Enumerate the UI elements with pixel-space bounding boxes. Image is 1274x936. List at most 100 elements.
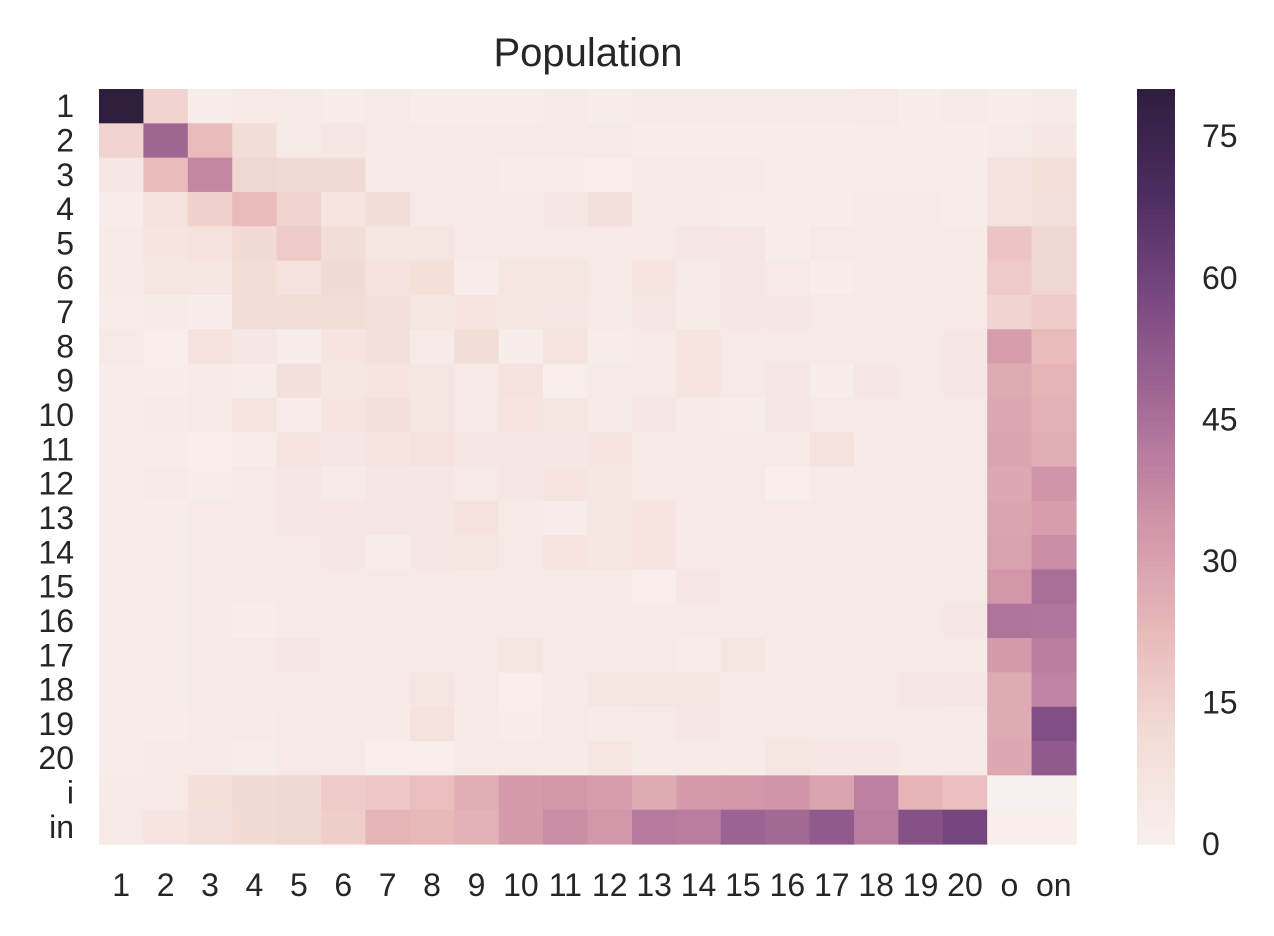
heatmap-cell-19-17 [809,706,855,742]
heatmap-cell-7-8 [409,294,455,330]
heatmap-cell-20-18 [853,741,899,776]
colorbar-segment [1137,837,1175,845]
heatmap-cell-i-13 [631,775,677,811]
colorbar-segment [1137,189,1175,197]
colorbar-segment [1137,271,1175,279]
heatmap-cell-5-1 [99,226,145,262]
heatmap-cell-10-17 [809,397,855,433]
colorbar-tick-label: 30 [1202,543,1238,579]
chart-title: Population [493,31,682,75]
x-tick-label: 10 [503,867,539,903]
heatmap-cell-12-20 [942,466,988,502]
heatmap-cell-16-6 [321,603,367,639]
heatmap-cell-8-4 [232,329,278,365]
y-tick-label: 17 [38,637,74,673]
heatmap-cell-17-3 [187,638,233,674]
heatmap-cell-10-4 [232,397,278,433]
heatmap-cell-14-19 [898,535,944,571]
colorbar-segment [1137,554,1175,562]
heatmap-cell-11-11 [543,432,589,468]
heatmap-cell-15-18 [853,569,899,605]
x-tick-label: 7 [379,867,397,903]
heatmap-cell-5-2 [143,226,189,262]
heatmap-cell-16-9 [454,603,500,639]
colorbar-segment [1137,170,1175,178]
x-tick-label: 11 [549,867,582,903]
heatmap-cell-10-2 [143,397,189,433]
colorbar-segment [1137,334,1175,342]
colorbar-segment [1137,328,1175,335]
heatmap-cell-11-1 [99,432,145,468]
heatmap-cell-9-16 [765,363,811,399]
heatmap-cell-2-4 [232,123,278,159]
heatmap-cell-6-7 [365,260,411,296]
heatmap-cell-11-2 [143,432,189,468]
heatmap-cell-10-16 [765,397,811,433]
heatmap-cell-4-5 [276,191,322,227]
heatmap-cell-13-2 [143,500,189,536]
y-tick-label: in [49,809,74,845]
heatmap-cell-9-20 [942,363,988,399]
heatmap-cell-5-15 [720,226,766,262]
heatmap-cell-8-12 [587,329,633,365]
heatmap-cell-17-16 [765,638,811,674]
heatmap-cell-3-on [1031,157,1077,193]
heatmap-cell-18-7 [365,672,411,708]
heatmap-cell-17-12 [587,638,633,674]
colorbar-segment [1137,592,1175,600]
heatmap-cell-9-6 [321,363,367,399]
heatmap-cell-i-3 [187,775,233,811]
heatmap-cell-12-4 [232,466,278,502]
heatmap-cell-12-8 [409,466,455,502]
heatmap-cell-8-2 [143,329,189,365]
colorbar-segment [1137,743,1175,751]
heatmap-cell-19-10 [498,706,544,742]
heatmap-cell-18-3 [187,672,233,708]
heatmap-cell-in-12 [587,809,633,845]
colorbar-segment [1137,787,1175,795]
heatmap-cell-2-7 [365,123,411,159]
heatmap-cell-16-12 [587,603,633,639]
heatmap-cell-8-15 [720,329,766,365]
colorbar-segment [1137,680,1175,688]
heatmap-cell-6-20 [942,260,988,296]
heatmap-cell-11-6 [321,432,367,468]
heatmap-cell-5-on [1031,226,1077,262]
colorbar-tick-label: 45 [1202,401,1238,437]
colorbar-segment [1137,258,1175,266]
heatmap-cell-3-16 [765,157,811,193]
heatmap-cell-i-2 [143,775,189,811]
heatmap-cell-7-16 [765,294,811,330]
heatmap-cell-14-12 [587,535,633,571]
heatmap-cell-13-8 [409,500,455,536]
y-tick-label: 5 [56,225,74,261]
y-tick-label: 2 [56,122,74,158]
heatmap-cell-13-1 [99,500,145,536]
heatmap-cell-2-18 [853,123,899,159]
colorbar-segment [1137,510,1175,518]
heatmap-cell-4-18 [853,191,899,227]
heatmap-cell-14-7 [365,535,411,571]
heatmap-cell-12-17 [809,466,855,502]
colorbar-segment [1137,441,1175,449]
heatmap-cell-9-15 [720,363,766,399]
heatmap-cell-15-13 [631,569,677,605]
heatmap-cell-2-13 [631,123,677,159]
heatmap-cell-i-1 [99,775,145,811]
heatmap-cell-2-9 [454,123,500,159]
heatmap-cell-2-1 [99,123,145,159]
heatmap-cell-6-19 [898,260,944,296]
y-tick-label: 10 [38,397,74,433]
colorbar-segment [1137,806,1175,814]
heatmap-cell-8-20 [942,329,988,365]
heatmap-cell-17-5 [276,638,322,674]
heatmap-cell-9-2 [143,363,189,399]
heatmap-cell-15-3 [187,569,233,605]
heatmap-cell-4-3 [187,191,233,227]
heatmap-cell-9-8 [409,363,455,399]
heatmap-cell-2-10 [498,123,544,159]
x-tick-label: 18 [858,867,894,903]
heatmap-cell-4-20 [942,191,988,227]
heatmap-cell-19-15 [720,706,766,742]
